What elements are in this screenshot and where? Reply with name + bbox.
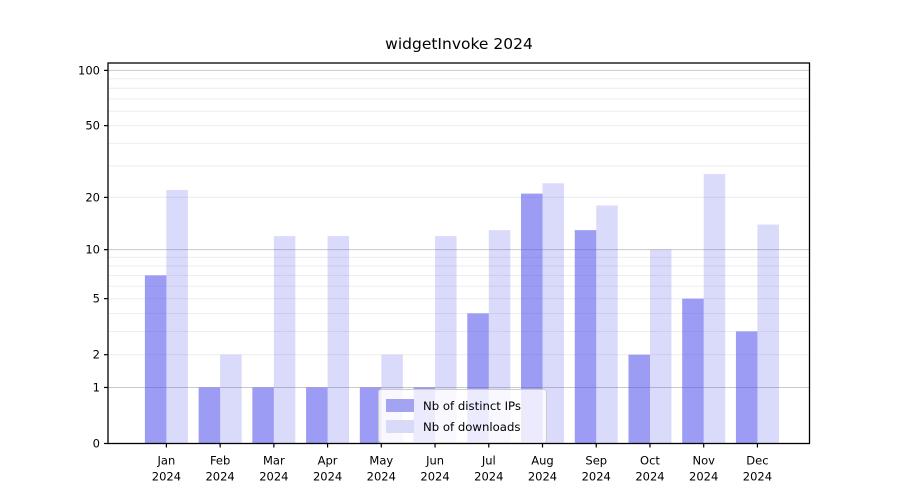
bar-distinct-ips-apr <box>306 387 328 444</box>
bar-distinct-ips-jan <box>144 275 167 444</box>
bar-downloads-apr <box>327 236 350 444</box>
x-tick-label-year: 2024 <box>367 470 396 484</box>
x-tick-label-month: Apr <box>318 454 338 468</box>
legend: Nb of distinct IPs Nb of downloads <box>378 389 547 443</box>
legend-swatch-downloads <box>386 420 414 433</box>
bar-downloads-aug <box>542 183 565 444</box>
x-tick-label-month: Mar <box>263 454 285 468</box>
y-tick-label: 0 <box>93 437 100 451</box>
x-tick-label-year: 2024 <box>582 470 611 484</box>
legend-label-distinct-ips: Nb of distinct IPs <box>423 398 521 413</box>
legend-row-downloads: Nb of downloads <box>386 416 538 437</box>
x-tick-label-year: 2024 <box>420 470 449 484</box>
x-tick-label-month: Nov <box>692 454 715 468</box>
bar-downloads-mar <box>273 236 296 444</box>
y-tick-label: 2 <box>93 348 100 362</box>
x-tick-label-year: 2024 <box>259 470 288 484</box>
bar-downloads-oct <box>649 249 672 444</box>
x-tick-label-year: 2024 <box>743 470 772 484</box>
bar-distinct-ips-nov <box>682 298 704 444</box>
x-tick-label-year: 2024 <box>313 470 342 484</box>
x-tick-label-year: 2024 <box>474 470 503 484</box>
bar-distinct-ips-dec <box>735 331 758 444</box>
x-tick-label-month: Aug <box>531 454 553 468</box>
x-tick-label-month: Sep <box>585 454 607 468</box>
x-tick-label-month: Jan <box>157 454 176 468</box>
bar-downloads-nov <box>703 174 726 444</box>
bar-distinct-ips-oct <box>628 354 650 444</box>
bar-downloads-sep <box>596 205 618 444</box>
x-tick-label-year: 2024 <box>635 470 664 484</box>
y-tick-label: 5 <box>93 292 100 306</box>
y-tick-label: 100 <box>78 63 100 77</box>
bar-distinct-ips-may <box>359 387 382 444</box>
bar-downloads-feb <box>220 354 242 444</box>
x-tick-label-month: Dec <box>746 454 768 468</box>
x-tick-label-month: Feb <box>210 454 230 468</box>
x-tick-label-month: Jun <box>425 454 444 468</box>
x-tick-label-year: 2024 <box>152 470 181 484</box>
x-tick-label-year: 2024 <box>205 470 234 484</box>
legend-swatch-distinct-ips <box>386 399 414 412</box>
y-tick-label: 10 <box>85 243 100 257</box>
x-tick-label-year: 2024 <box>689 470 718 484</box>
plot-border <box>107 62 811 445</box>
y-tick-label: 50 <box>85 119 100 133</box>
x-tick-label-year: 2024 <box>528 470 557 484</box>
bar-distinct-ips-aug <box>521 193 543 444</box>
legend-label-downloads: Nb of downloads <box>423 419 521 434</box>
bar-distinct-ips-sep <box>574 230 597 444</box>
bar-distinct-ips-mar <box>252 387 274 444</box>
bar-distinct-ips-feb <box>198 387 221 444</box>
bar-downloads-jan <box>166 190 188 444</box>
chart-title: widgetInvoke 2024 <box>385 35 533 53</box>
y-tick-label: 20 <box>85 190 100 204</box>
bar-downloads-dec <box>757 224 779 444</box>
x-tick-label-month: Jul <box>481 454 496 468</box>
x-tick-label-month: Oct <box>640 454 660 468</box>
x-tick-label-month: May <box>369 454 393 468</box>
y-tick-label: 1 <box>93 380 100 394</box>
legend-row-distinct-ips: Nb of distinct IPs <box>386 395 538 416</box>
